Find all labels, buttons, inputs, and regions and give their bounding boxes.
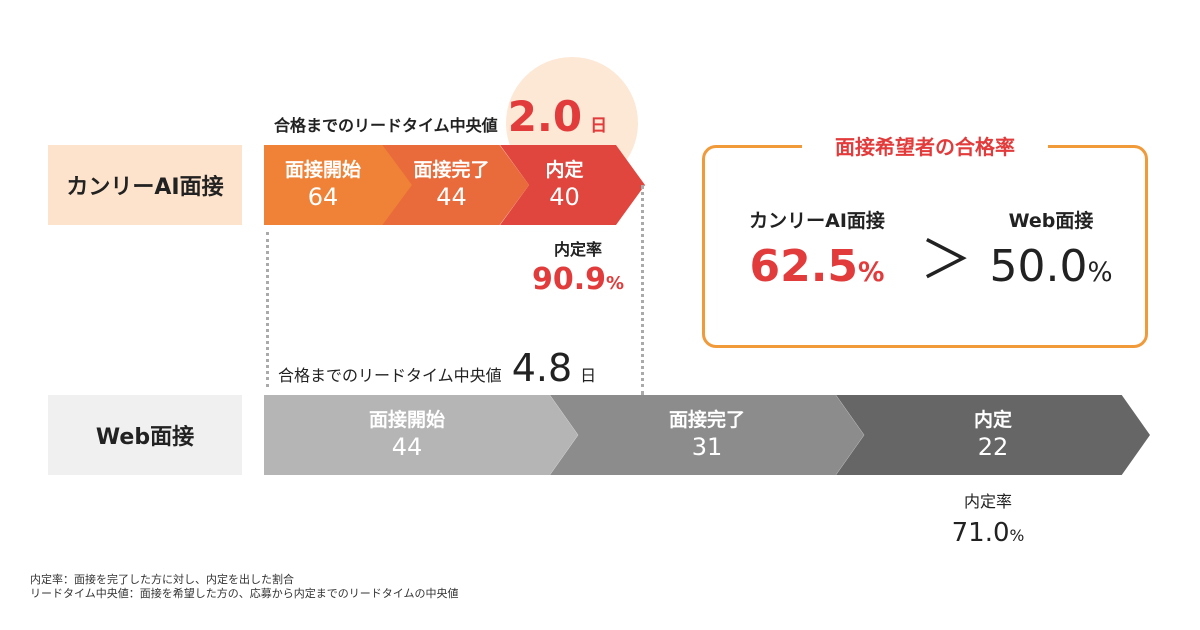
comparison-left-unit: % bbox=[858, 257, 885, 288]
comparison-title: 面接希望者の合格率 bbox=[802, 130, 1048, 160]
ai-leadtime-value: 2.0 bbox=[507, 92, 583, 141]
comparison-left-label: カンリーAI面接 bbox=[749, 210, 885, 232]
web-stage-2: 面接完了 31 bbox=[550, 395, 864, 475]
web-offer-rate: 内定率 71.0% bbox=[928, 488, 1048, 548]
web-stage-2-title: 面接完了 bbox=[668, 409, 745, 431]
comparison-right: Web面接 50.0% bbox=[966, 206, 1136, 292]
ai-stage-2-value: 44 bbox=[436, 183, 467, 211]
ai-stage-1: 面接開始 64 bbox=[264, 145, 412, 225]
ai-offer-rate-value: 90.9 bbox=[531, 262, 606, 297]
ai-row-label-text: カンリーAI面接 bbox=[66, 175, 224, 200]
web-stage-1: 面接開始 44 bbox=[264, 395, 578, 475]
web-row-label-text: Web面接 bbox=[95, 425, 195, 450]
web-row-label: Web面接 bbox=[48, 395, 242, 475]
comparison-left-value: 62.5 bbox=[749, 241, 859, 292]
comparison-title-text: 面接希望者の合格率 bbox=[835, 134, 1015, 159]
ai-leadtime-unit: 日 bbox=[590, 116, 608, 136]
web-leadtime-unit: 日 bbox=[580, 366, 597, 385]
ai-leadtime-label: 合格までのリードタイム中央値 bbox=[274, 116, 498, 135]
web-stage-3-value: 22 bbox=[977, 433, 1009, 461]
ai-stage-1-title: 面接開始 bbox=[284, 159, 361, 181]
ai-offer-rate: 内定率 90.9% bbox=[520, 236, 636, 297]
web-leadtime-label: 合格までのリードタイム中央値 bbox=[278, 366, 502, 385]
web-offer-rate-unit: % bbox=[1009, 527, 1025, 545]
web-offer-rate-value: 71.0 bbox=[951, 518, 1010, 548]
ai-offer-rate-unit: % bbox=[605, 273, 625, 294]
web-leadtime: 合格までのリードタイム中央値 4.8 日 bbox=[278, 346, 596, 390]
dotted-guide-left bbox=[266, 232, 269, 387]
comparison-greater-symbol: ＞ bbox=[920, 218, 972, 293]
ai-stage-1-value: 64 bbox=[307, 183, 339, 211]
comparison-right-unit: % bbox=[1087, 257, 1113, 288]
greater-than-icon: ＞ bbox=[920, 231, 973, 291]
ai-stage-2-title: 面接完了 bbox=[413, 159, 490, 181]
dotted-guide-right bbox=[641, 185, 644, 395]
comparison-left: カンリーAI面接 62.5% bbox=[722, 206, 912, 292]
footnotes: 内定率：面接を完了した方に対し、内定を出した割合 リードタイム中央値：面接を希望… bbox=[30, 573, 459, 601]
web-stage-1-value: 44 bbox=[391, 433, 423, 461]
web-stage-3: 内定 22 bbox=[836, 395, 1150, 475]
web-stage-3-title: 内定 bbox=[973, 409, 1012, 431]
ai-row-label: カンリーAI面接 bbox=[48, 145, 242, 225]
footnote-offer-rate: 内定率：面接を完了した方に対し、内定を出した割合 bbox=[30, 573, 294, 586]
comparison-right-label: Web面接 bbox=[1008, 210, 1094, 232]
ai-stage-3-title: 内定 bbox=[545, 159, 584, 181]
ai-offer-rate-label: 内定率 bbox=[553, 240, 602, 259]
footnote-leadtime: リードタイム中央値：面接を希望した方の、応募から内定までのリードタイムの中央値 bbox=[30, 587, 459, 600]
ai-stage-3-value: 40 bbox=[549, 183, 580, 211]
web-offer-rate-label: 内定率 bbox=[963, 492, 1012, 511]
web-stage-2-value: 31 bbox=[691, 433, 723, 461]
web-stage-1-title: 面接開始 bbox=[368, 409, 445, 431]
web-leadtime-value: 4.8 bbox=[511, 346, 573, 390]
ai-leadtime: 合格までのリードタイム中央値 2.0 日 bbox=[274, 92, 608, 141]
comparison-right-value: 50.0 bbox=[989, 241, 1088, 292]
